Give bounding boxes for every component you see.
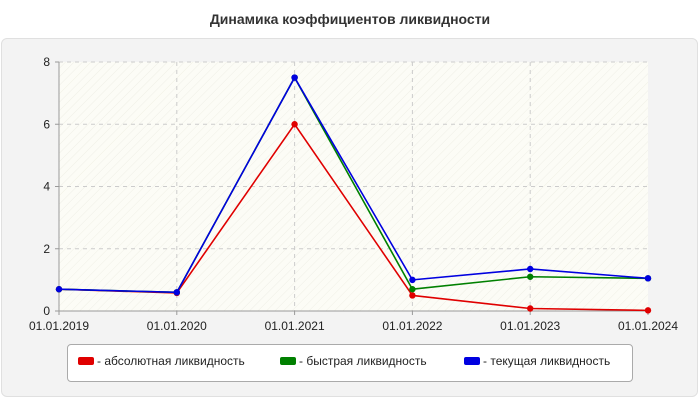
- data-point[interactable]: [409, 292, 416, 299]
- x-tick-label: 01.01.2024: [618, 319, 678, 333]
- y-tick-label: 8: [43, 55, 50, 69]
- x-tick-label: 01.01.2021: [265, 319, 325, 333]
- legend-swatch: [464, 357, 480, 365]
- legend: - абсолютная ликвидность - быстрая ликви…: [67, 344, 633, 382]
- grid: [59, 61, 648, 311]
- data-point[interactable]: [527, 305, 534, 312]
- legend-label: - абсолютная ликвидность: [97, 354, 245, 368]
- data-point[interactable]: [291, 74, 298, 81]
- chart-title: Динамика коэффициентов ликвидности: [209, 11, 491, 27]
- data-point[interactable]: [644, 275, 652, 282]
- legend-item-quick[interactable]: - быстрая ликвидность: [280, 354, 427, 368]
- series-2: [55, 74, 652, 296]
- x-tick-label: 01.01.2022: [382, 319, 442, 333]
- x-tick-labels: 01.01.2019 01.01.2020 01.01.2021 01.01.2022…: [29, 311, 678, 333]
- data-point[interactable]: [55, 286, 63, 293]
- data-point[interactable]: [527, 273, 534, 280]
- data-point[interactable]: [409, 276, 416, 284]
- data-point[interactable]: [644, 307, 652, 314]
- legend-item-absolute[interactable]: - абсолютная ликвидность: [78, 354, 245, 368]
- series: [55, 74, 652, 314]
- data-point[interactable]: [173, 289, 180, 296]
- series-line: [58, 76, 649, 294]
- data-point[interactable]: [291, 121, 298, 128]
- legend-label: - текущая ликвидность: [483, 354, 611, 368]
- data-point[interactable]: [527, 265, 534, 273]
- legend-swatch: [280, 357, 296, 365]
- data-point[interactable]: [409, 286, 416, 293]
- y-tick-label: 4: [43, 180, 50, 194]
- legend-swatch: [78, 357, 94, 365]
- x-tick-label: 01.01.2023: [500, 319, 560, 333]
- legend-item-current[interactable]: - текущая ликвидность: [464, 354, 610, 368]
- x-tick-label: 01.01.2019: [29, 319, 89, 333]
- y-tick-labels: 0 2 4 6 8: [43, 55, 59, 318]
- y-tick-label: 6: [43, 117, 50, 131]
- y-tick-label: 2: [43, 242, 50, 256]
- x-tick-label: 01.01.2020: [147, 319, 207, 333]
- y-tick-label: 0: [43, 304, 50, 318]
- legend-label: - быстрая ликвидность: [299, 354, 427, 368]
